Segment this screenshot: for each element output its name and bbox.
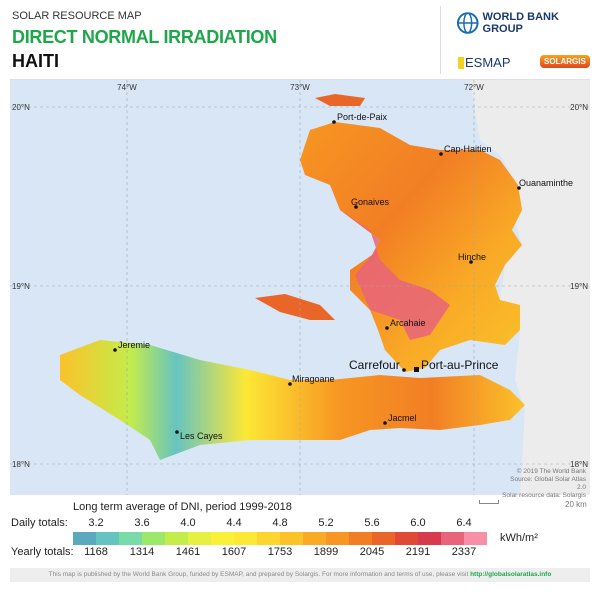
world-bank-logo: WORLD BANK GROUP xyxy=(456,11,600,35)
daily-value: 6.0 xyxy=(410,517,426,529)
color-swatch xyxy=(464,532,487,545)
color-swatch xyxy=(142,532,165,545)
city-label: Hinche xyxy=(458,252,486,262)
yearly-value: 2045 xyxy=(359,546,385,558)
daily-value: 4.0 xyxy=(180,517,196,529)
color-scale-bar xyxy=(73,532,487,545)
graticule xyxy=(10,80,590,495)
color-swatch xyxy=(395,532,418,545)
color-swatch xyxy=(73,532,96,545)
city-markers xyxy=(113,120,521,434)
scale-label: 20 km xyxy=(565,500,587,509)
daily-value: 6.4 xyxy=(456,517,472,529)
city-label: Port-de-Paix xyxy=(337,112,388,122)
city-label: Jeremie xyxy=(118,340,150,350)
lon-label: 72°W xyxy=(464,83,484,92)
yearly-value: 1607 xyxy=(221,546,247,558)
daily-totals-label: Daily totals: xyxy=(11,517,68,529)
header-rule xyxy=(10,79,590,80)
lat-label: 19°N xyxy=(12,282,30,291)
haiti-land xyxy=(60,94,525,460)
city-label: Cap-Haitien xyxy=(444,144,492,154)
credit-line: Solar resource data: Solargis xyxy=(502,492,586,499)
header-divider xyxy=(440,6,441,74)
city-label: Carrefour xyxy=(349,358,400,372)
daily-value: 3.2 xyxy=(88,517,104,529)
color-swatch xyxy=(257,532,280,545)
footer-note: This map is published by the World Bank … xyxy=(10,568,590,582)
color-swatch xyxy=(326,532,349,545)
color-swatch xyxy=(280,532,303,545)
capital-label: Port-au-Prince xyxy=(421,358,499,372)
yearly-totals-label: Yearly totals: xyxy=(11,546,74,558)
color-swatch xyxy=(188,532,211,545)
dominican-republic-land xyxy=(470,80,590,495)
lat-label: 18°N xyxy=(570,460,588,469)
city-label: Les Cayes xyxy=(180,431,223,441)
daily-value: 5.2 xyxy=(318,517,334,529)
color-swatch xyxy=(372,532,395,545)
map-credits: © 2019 The World Bank Source: Global Sol… xyxy=(500,468,586,500)
esmap-logo: ESMAP xyxy=(458,55,511,70)
daily-value: 4.4 xyxy=(226,517,242,529)
city-label: Gonaives xyxy=(351,197,390,207)
lat-label: 20°N xyxy=(12,103,30,112)
daily-value: 4.8 xyxy=(272,517,288,529)
color-swatch xyxy=(234,532,257,545)
color-swatch xyxy=(349,532,372,545)
footer-text: This map is published by the World Bank … xyxy=(48,571,471,578)
country-name: HAITI xyxy=(12,51,59,71)
color-swatch xyxy=(303,532,326,545)
color-swatch xyxy=(96,532,119,545)
yearly-value: 2337 xyxy=(451,546,477,558)
yearly-value: 1461 xyxy=(175,546,201,558)
city-label: Ouanaminthe xyxy=(519,178,573,188)
lat-label: 18°N xyxy=(12,460,30,469)
color-swatch xyxy=(165,532,188,545)
legend-title: Long term average of DNI, period 1999-20… xyxy=(73,501,292,513)
color-swatch xyxy=(211,532,234,545)
map-title: DIRECT NORMAL IRRADIATION xyxy=(12,27,277,47)
yearly-value: 2191 xyxy=(405,546,431,558)
yearly-value: 1899 xyxy=(313,546,339,558)
lat-label: 20°N xyxy=(570,103,588,112)
dni-map: 74°W 73°W 72°W 20°N 19°N 18°N 20°N 19°N … xyxy=(10,80,590,495)
credit-line: Source: Global Solar Atlas 2.0 xyxy=(510,476,586,491)
daily-value: 3.6 xyxy=(134,517,150,529)
scale-bar xyxy=(479,500,499,504)
yearly-value: 1314 xyxy=(129,546,155,558)
color-swatch xyxy=(418,532,441,545)
credit-line: © 2019 The World Bank xyxy=(516,468,586,475)
lon-label: 73°W xyxy=(290,83,310,92)
color-swatch xyxy=(119,532,142,545)
city-label: Jacmel xyxy=(388,413,417,423)
yearly-value: 1168 xyxy=(84,546,108,558)
map-subtitle: SOLAR RESOURCE MAP xyxy=(12,10,142,22)
world-bank-logo-text: WORLD BANK GROUP xyxy=(482,11,559,35)
color-swatch xyxy=(441,532,464,545)
esmap-logo-text: ESMAP xyxy=(465,55,511,70)
city-label: Arcahaie xyxy=(390,318,426,328)
lat-label: 19°N xyxy=(570,282,588,291)
lon-label: 74°W xyxy=(117,83,137,92)
city-label: Miragoane xyxy=(292,374,335,384)
atlas-link[interactable]: http://globalsolaratlas.info xyxy=(470,571,552,578)
solargis-logo: SOLARGIS xyxy=(540,55,590,68)
unit-label: kWh/m² xyxy=(500,532,538,544)
daily-value: 5.6 xyxy=(364,517,380,529)
yearly-value: 1753 xyxy=(267,546,293,558)
globe-icon xyxy=(456,12,479,34)
